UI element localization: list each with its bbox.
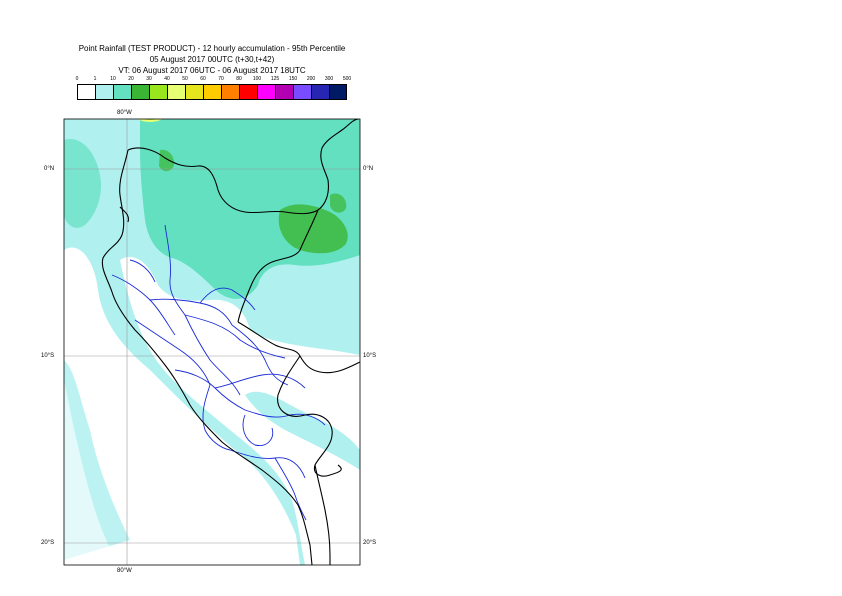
color-swatch: [149, 84, 167, 100]
rain-patch-20mm-ne: [330, 193, 347, 213]
color-swatch: [239, 84, 257, 100]
color-swatch: [113, 84, 131, 100]
graticule: [64, 119, 360, 565]
color-swatch: [185, 84, 203, 100]
color-scale-end: [346, 84, 347, 100]
color-scale-tick: 40: [164, 76, 170, 82]
rain-patch-20mm-north: [159, 149, 175, 172]
map-subtitle-valid-time: VT: 06 August 2017 06UTC - 06 August 201…: [118, 66, 306, 75]
lat-label-20-right: 20°S: [363, 540, 377, 546]
color-scale-tick: 60: [200, 76, 206, 82]
color-scale-tick: 20: [128, 76, 134, 82]
rain-patch-20mm-east: [278, 204, 348, 254]
color-scale-tick: 0: [75, 76, 79, 82]
color-scale-tick: 10: [110, 76, 116, 82]
rain-patch-40mm: [137, 119, 163, 122]
color-swatch: [77, 84, 95, 100]
color-scale-tick: 80: [236, 76, 242, 82]
lat-label-0-left: 0°N: [44, 166, 55, 172]
internal-boundaries: [111, 224, 326, 521]
color-swatch: [275, 84, 293, 100]
color-scale-tick: 100: [252, 76, 262, 82]
dry-area-offshore: [64, 247, 300, 565]
rain-field-10mm: [140, 119, 360, 299]
color-swatch: [329, 84, 347, 100]
lat-label-0-right: 0°N: [363, 166, 374, 172]
color-scale-tick: 500: [342, 76, 352, 82]
lon-label-80-top: 80°W: [117, 110, 132, 116]
color-swatch: [257, 84, 275, 100]
color-scale-tick: 30: [146, 76, 152, 82]
color-swatch: [167, 84, 185, 100]
lat-label-10-left: 10°S: [41, 353, 55, 359]
color-scale-tick: 70: [218, 76, 224, 82]
color-swatch: [203, 84, 221, 100]
map-frame: [63, 118, 361, 566]
lon-label-80-bottom: 80°W: [117, 568, 132, 574]
color-swatch: [311, 84, 329, 100]
color-scale-tick: 200: [306, 76, 316, 82]
color-scale-tick: 150: [288, 76, 298, 82]
color-swatch: [221, 84, 239, 100]
color-scale-tick: 125: [270, 76, 280, 82]
color-swatch: [131, 84, 149, 100]
color-swatch: [95, 84, 113, 100]
color-scale-tick: 1: [93, 76, 97, 82]
rain-streak-west: [64, 139, 102, 228]
color-scale-tick: 300: [324, 76, 334, 82]
color-scale-tick: 50: [182, 76, 188, 82]
map-subtitle-run: 05 August 2017 00UTC (t+30,t+42): [149, 55, 275, 64]
lat-label-10-right: 10°S: [363, 353, 377, 359]
rain-streak-gap: [64, 380, 120, 565]
lat-label-20-left: 20°S: [41, 540, 55, 546]
color-swatch: [293, 84, 311, 100]
dry-area-interior: [120, 256, 360, 565]
map-title: Point Rainfall (TEST PRODUCT) - 12 hourl…: [78, 44, 346, 53]
coastline-and-borders: [101, 119, 360, 565]
rain-patch-andes: [245, 391, 360, 470]
